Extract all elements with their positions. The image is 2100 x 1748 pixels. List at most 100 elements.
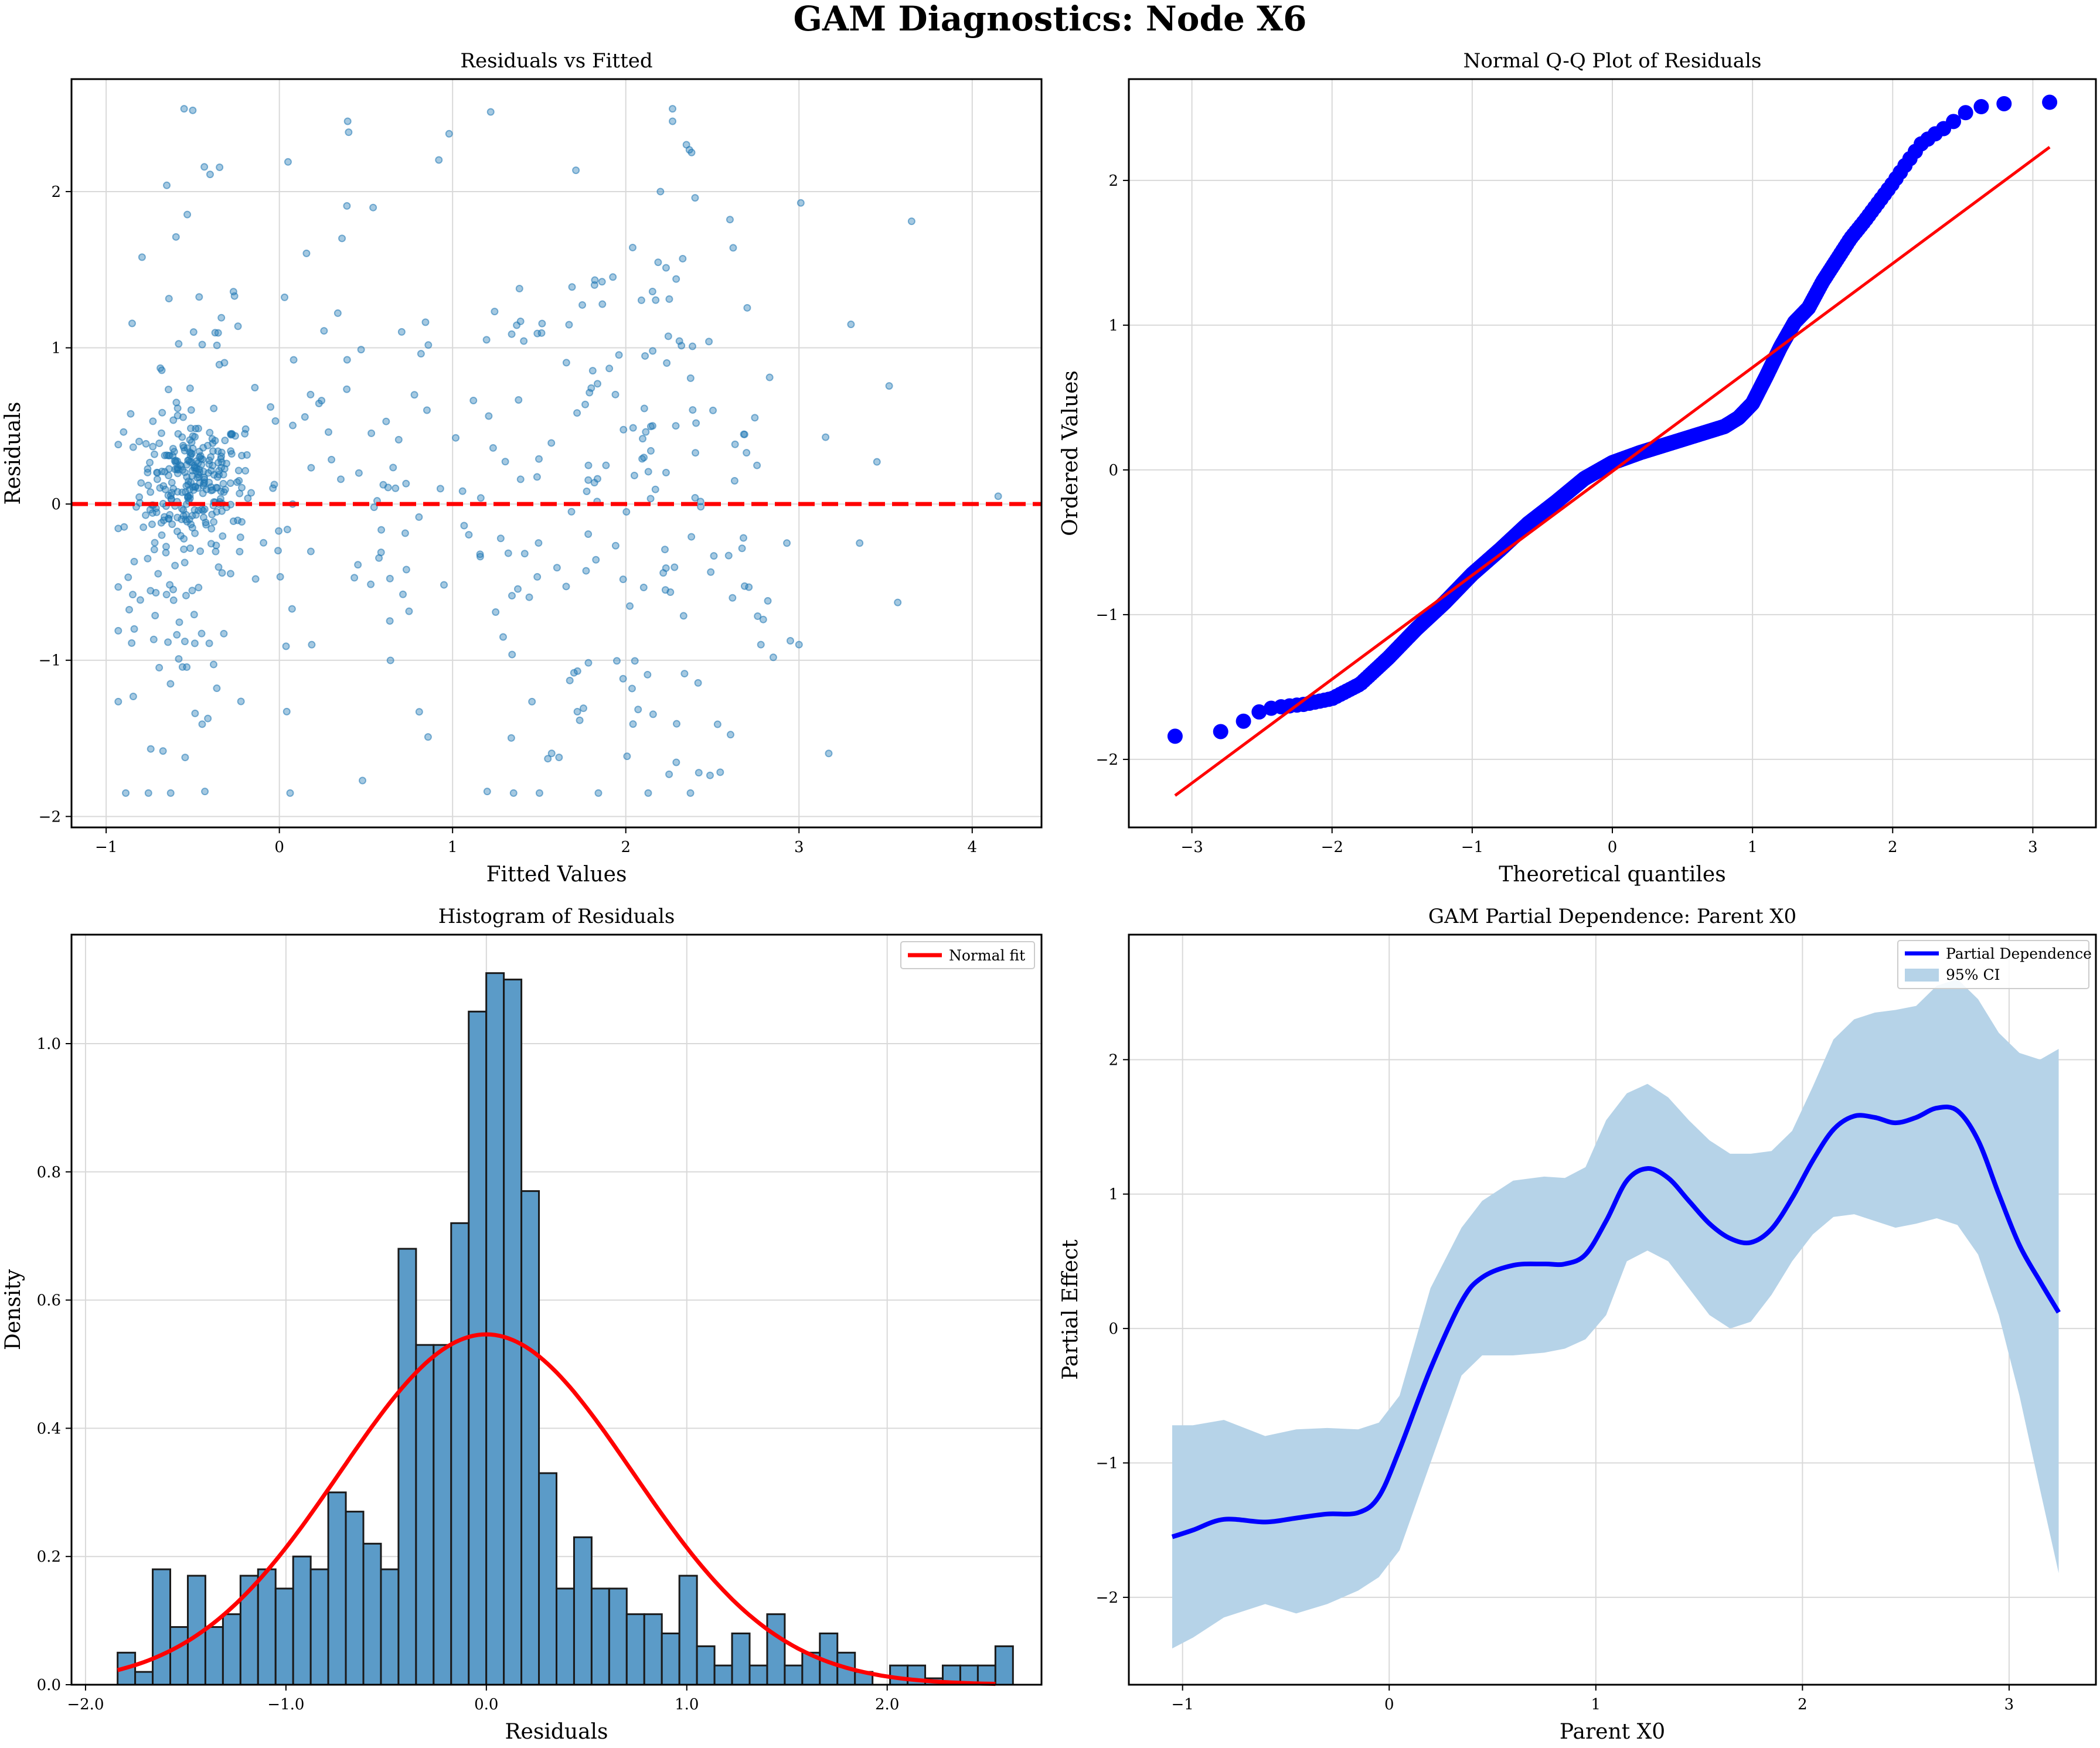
residual-point bbox=[162, 548, 170, 557]
residual-point bbox=[769, 653, 777, 662]
residual-point bbox=[207, 524, 216, 533]
residual-point bbox=[384, 483, 392, 492]
residual-point bbox=[553, 564, 561, 572]
residual-point bbox=[492, 608, 500, 616]
residual-point bbox=[166, 789, 175, 797]
residual-point bbox=[114, 583, 122, 591]
residual-point bbox=[620, 425, 628, 434]
y-tick-label: 1.0 bbox=[37, 1035, 61, 1053]
residual-point bbox=[672, 275, 680, 283]
residual-point bbox=[602, 461, 610, 469]
residual-point bbox=[114, 626, 122, 635]
residual-point bbox=[611, 541, 620, 550]
residual-point bbox=[178, 488, 186, 496]
residual-point bbox=[724, 551, 733, 560]
histogram-bar bbox=[134, 1671, 154, 1686]
residual-point bbox=[795, 640, 803, 649]
residual-point bbox=[651, 485, 659, 493]
residual-point bbox=[576, 716, 584, 724]
residual-point bbox=[149, 442, 157, 451]
histogram-bar bbox=[309, 1568, 329, 1686]
residual-point bbox=[237, 697, 245, 706]
histogram-bar bbox=[397, 1248, 417, 1686]
x-tick-label: −1.0 bbox=[267, 1696, 304, 1713]
residual-point bbox=[173, 465, 181, 473]
y-tick-label: 0.4 bbox=[37, 1420, 61, 1437]
legend-box bbox=[1897, 940, 2089, 989]
residual-point bbox=[377, 526, 386, 534]
residual-point bbox=[682, 141, 690, 149]
residuals-vs-fitted-panel: Residuals vs Fitted Fitted Values Residual… bbox=[1, 49, 1043, 887]
residual-point bbox=[582, 567, 590, 575]
residual-point bbox=[227, 447, 235, 455]
residual-point bbox=[691, 494, 699, 502]
residual-point bbox=[171, 457, 179, 465]
histogram-bar bbox=[661, 1632, 680, 1686]
residual-point bbox=[499, 633, 507, 641]
x-tick-label: 4 bbox=[968, 839, 978, 856]
qq-point bbox=[1167, 728, 1183, 744]
residual-point bbox=[179, 506, 188, 514]
qq-point bbox=[1251, 704, 1267, 720]
residual-point bbox=[328, 455, 336, 464]
residual-point bbox=[144, 554, 152, 563]
residual-point bbox=[213, 341, 221, 349]
residual-point bbox=[169, 416, 178, 424]
residual-point bbox=[593, 380, 601, 388]
residual-point bbox=[583, 487, 591, 495]
residual-point bbox=[270, 481, 278, 489]
histogram-bar bbox=[573, 1536, 593, 1686]
residual-point bbox=[227, 430, 235, 438]
residual-point bbox=[159, 747, 167, 755]
legend-swatch-ci bbox=[1905, 969, 1939, 982]
y-tick-label: 0 bbox=[1108, 462, 1118, 479]
residual-point bbox=[579, 704, 587, 713]
residual-point bbox=[754, 612, 762, 621]
residual-point bbox=[241, 425, 250, 433]
plot-frame bbox=[1128, 933, 2097, 1686]
y-axis-label: Residuals bbox=[1, 401, 25, 505]
residual-point bbox=[290, 356, 298, 364]
histogram-bar bbox=[520, 1190, 540, 1686]
residual-point bbox=[743, 304, 751, 312]
residual-point bbox=[198, 505, 206, 513]
x-tick-label: 3 bbox=[2028, 839, 2038, 856]
residual-point bbox=[639, 583, 648, 591]
residual-point bbox=[212, 547, 220, 556]
residual-point bbox=[626, 602, 634, 610]
x-tick-label: 2 bbox=[1798, 1696, 1808, 1713]
residual-point bbox=[825, 749, 833, 758]
residual-point bbox=[568, 283, 576, 291]
residual-point bbox=[221, 437, 229, 445]
residual-point bbox=[183, 444, 192, 452]
residual-point bbox=[289, 421, 297, 430]
residual-point bbox=[465, 531, 473, 539]
chart-title: Histogram of Residuals bbox=[438, 905, 675, 928]
legend-label-ci: 95% CI bbox=[1946, 966, 2000, 983]
qq-point bbox=[1958, 105, 1973, 121]
residual-point bbox=[386, 656, 394, 665]
residual-point bbox=[619, 575, 627, 584]
residual-point bbox=[672, 758, 680, 766]
residual-point bbox=[215, 563, 223, 571]
residual-point bbox=[415, 513, 423, 521]
residual-point bbox=[670, 563, 679, 571]
histogram-bar bbox=[994, 1645, 1014, 1686]
residual-point bbox=[514, 585, 522, 593]
residual-point bbox=[129, 591, 137, 599]
residual-point bbox=[689, 406, 697, 414]
residual-point bbox=[646, 422, 655, 431]
residual-point bbox=[318, 397, 326, 405]
residual-point bbox=[163, 181, 171, 189]
residual-point bbox=[460, 522, 468, 530]
qq-point bbox=[1213, 724, 1228, 740]
residual-point bbox=[649, 710, 657, 718]
residual-point bbox=[424, 341, 433, 349]
residual-point bbox=[452, 434, 460, 442]
residual-point bbox=[196, 547, 205, 556]
histogram-bar bbox=[556, 1587, 575, 1686]
histogram-bar bbox=[678, 1575, 698, 1686]
residual-point bbox=[672, 720, 680, 728]
residual-point bbox=[130, 625, 138, 633]
residual-point bbox=[219, 532, 227, 540]
